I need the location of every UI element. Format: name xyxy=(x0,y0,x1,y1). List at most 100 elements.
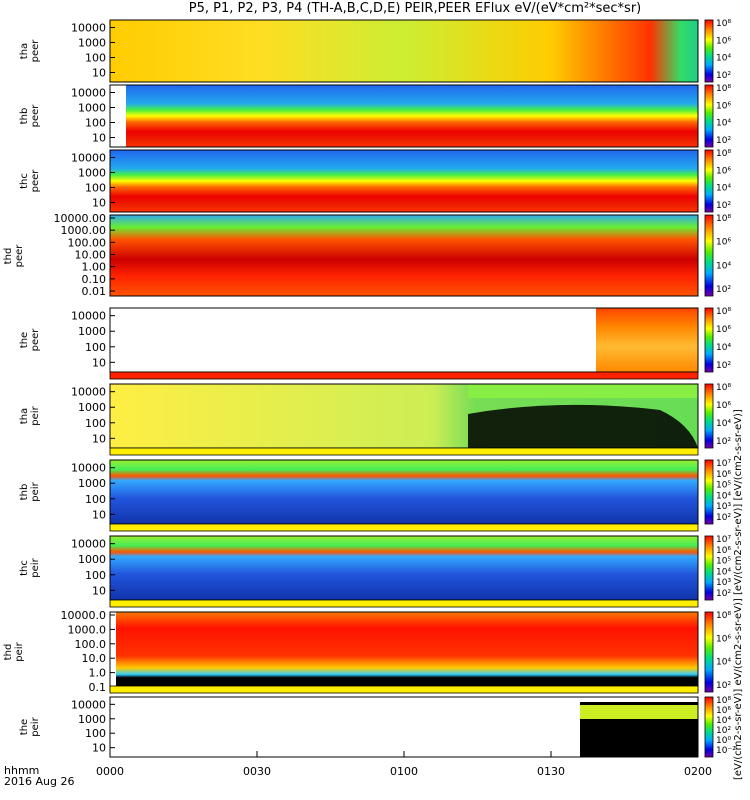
panel-frame xyxy=(109,149,699,213)
panel-label-thc-peir: thc peir xyxy=(19,558,41,578)
y-tick-label: 10 xyxy=(92,197,106,210)
panel-label-thb-peir: thb peir xyxy=(19,482,41,502)
y-tick-label: 1000.0 xyxy=(68,623,107,636)
colorbar xyxy=(704,19,714,83)
y-tick-label: 100 xyxy=(85,417,106,430)
spectrogram-image xyxy=(110,20,698,82)
colorbar-tick-label: 10⁴ xyxy=(716,491,731,501)
colorbar-tick-label: 10⁵ xyxy=(716,481,731,491)
y-tick-label: 10000 xyxy=(71,87,106,100)
data-gap xyxy=(110,85,126,147)
y-tick-label: 1.0 xyxy=(89,667,107,680)
x-axis-unit-label: hhmm xyxy=(4,764,40,777)
colorbar-tick-label: 10⁶ xyxy=(716,325,731,335)
colorbar-tick-label: 10⁸ xyxy=(716,84,731,94)
y-tick-label: 1000 xyxy=(78,102,106,115)
status-bar xyxy=(109,523,699,532)
y-tick-label: 10000 xyxy=(71,698,106,711)
colorbar-tick-label: 10² xyxy=(716,589,731,599)
colorbar-tick-label: 10⁴ xyxy=(716,716,731,726)
colorbar-tick-label: 10² xyxy=(716,71,731,81)
panel-tha-peer: 10 100 1000 10000 10² 10⁴ 10⁶ 10⁸ xyxy=(71,19,731,83)
spectrogram-image xyxy=(110,612,698,692)
status-bar xyxy=(109,599,699,608)
y-tick-label: 0.10 xyxy=(82,273,107,286)
status-bar xyxy=(109,685,699,694)
colorbar-tick-label: 10⁶ xyxy=(716,634,731,644)
y-tick-label: 10000.00 xyxy=(54,212,107,225)
colorbar xyxy=(704,84,714,148)
colorbar-tick-label: 10⁴ xyxy=(716,658,731,668)
y-tick-label: 10 xyxy=(92,584,106,597)
spectrogram-image xyxy=(110,150,698,212)
y-tick-label: 1000 xyxy=(78,325,106,338)
y-tick-label: 1000 xyxy=(78,401,106,414)
colorbar-tick-label: 10⁸ xyxy=(716,383,731,393)
y-tick-label: 100 xyxy=(85,493,106,506)
colorbar-units-label: [eV/(cm2-s-sr-eV)] eV/(cm2-s-sr-eV)] [eV… xyxy=(733,409,744,780)
colorbar xyxy=(704,383,714,449)
colorbar-tick-label: 10³ xyxy=(716,578,731,588)
colorbar-tick-label: 10⁶ xyxy=(716,166,731,176)
panel-tha-peir: 10 100 1000 10000 10² 10⁴ 10⁶ 10⁸ xyxy=(71,383,731,449)
spectrogram-data-region xyxy=(596,308,698,372)
y-tick-label: 10000 xyxy=(71,538,106,551)
colorbar-tick-label: 10⁶ xyxy=(716,36,731,46)
low-count-region xyxy=(468,404,698,448)
panel-label-thd-peer: thd peer xyxy=(3,244,25,267)
panel-thc-peer: 10 100 1000 10000 10² 10⁴ 10⁶ 10⁸ xyxy=(71,149,731,213)
colorbar-tick-label: 10⁻² xyxy=(716,746,736,756)
colorbar-tick-label: 10⁶ xyxy=(716,401,731,411)
colorbar-tick-label: 10⁸ xyxy=(716,611,731,621)
y-tick-label: 1.00 xyxy=(82,261,107,274)
colorbar xyxy=(704,696,714,758)
y-tick-label: 10000 xyxy=(71,310,106,323)
colorbar-tick-label: 10⁸ xyxy=(716,214,731,224)
y-tick-label: 10 xyxy=(92,67,106,80)
colorbar xyxy=(704,149,714,213)
colorbar-tick-label: 10⁴ xyxy=(716,343,731,353)
colorbar-tick-label: 10² xyxy=(716,285,731,295)
colorbar-tick-label: 10² xyxy=(716,361,731,371)
y-tick-label: 10000 xyxy=(71,22,106,35)
colorbar-tick-label: 10³ xyxy=(716,502,731,512)
colorbar-tick-label: 10² xyxy=(716,136,731,146)
colorbar-tick-label: 10⁶ xyxy=(716,706,731,716)
colorbar-tick-label: 10⁸ xyxy=(716,307,731,317)
y-tick-label: 10 xyxy=(92,508,106,521)
y-tick-label: 10.0 xyxy=(82,652,107,665)
y-tick-label: 10000 xyxy=(71,152,106,165)
y-tick-label: 100 xyxy=(85,117,106,130)
panel-label-tha-peer: tha peer xyxy=(19,39,41,63)
colorbar-tick-label: 10² xyxy=(716,201,731,211)
y-tick-label: 10.00 xyxy=(75,249,107,262)
y-tick-label: 1000 xyxy=(78,553,106,566)
y-tick-label: 100 xyxy=(85,182,106,195)
panel-frame xyxy=(109,84,699,148)
y-tick-label: 100.0 xyxy=(75,638,107,651)
spectrogram-image xyxy=(110,85,698,147)
y-tick-label: 10 xyxy=(92,356,106,369)
y-tick-label: 1000 xyxy=(78,713,106,726)
colorbar-tick-label: 10² xyxy=(716,681,731,691)
x-tick-label: 0030 xyxy=(243,765,271,778)
colorbar-tick-label: 10⁷ xyxy=(716,535,731,545)
spectrogram-image xyxy=(110,215,698,296)
x-tick-label: 0100 xyxy=(390,765,418,778)
colorbar-tick-label: 10² xyxy=(716,726,731,736)
colorbar xyxy=(704,611,714,693)
status-bar xyxy=(109,447,699,456)
colorbar-tick-label: 10⁵ xyxy=(716,557,731,567)
colorbar-tick-label: 10⁸ xyxy=(716,696,731,706)
colorbar xyxy=(704,459,714,525)
panel-the-peer: 10 100 1000 10000 10² 10⁴ 10⁶ 10⁸ xyxy=(71,307,731,373)
y-tick-label: 100.00 xyxy=(68,236,107,249)
y-tick-label: 10 xyxy=(92,742,106,755)
spectrogram-data-region xyxy=(580,705,698,719)
spectrogram-image xyxy=(110,460,698,524)
status-bar xyxy=(109,371,699,380)
